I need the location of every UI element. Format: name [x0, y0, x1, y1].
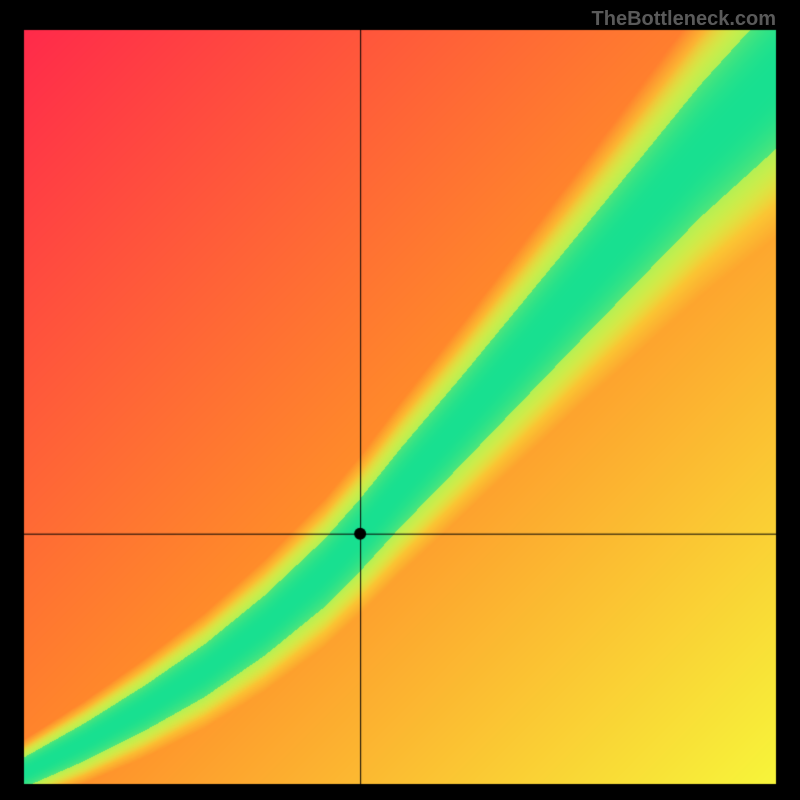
watermark-text: TheBottleneck.com — [592, 8, 776, 31]
bottleneck-heatmap — [0, 0, 800, 800]
